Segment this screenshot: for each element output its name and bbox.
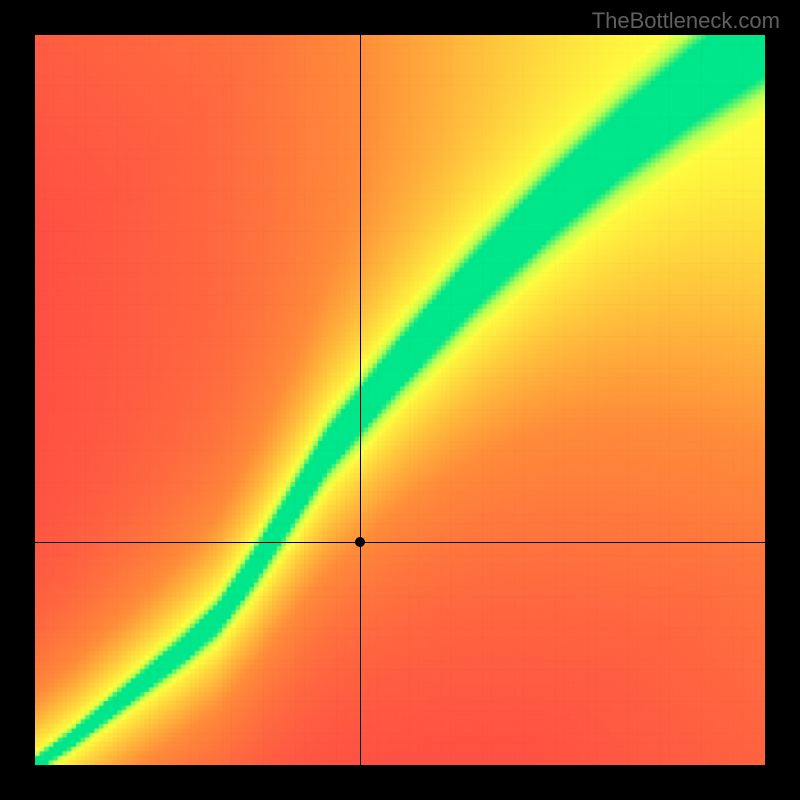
crosshair-horizontal — [35, 542, 765, 543]
watermark-text: TheBottleneck.com — [592, 8, 780, 34]
data-point-marker — [355, 537, 365, 547]
chart-container: TheBottleneck.com — [0, 0, 800, 800]
crosshair-vertical — [360, 35, 361, 765]
plot-area — [35, 35, 765, 765]
heatmap-canvas — [35, 35, 765, 765]
